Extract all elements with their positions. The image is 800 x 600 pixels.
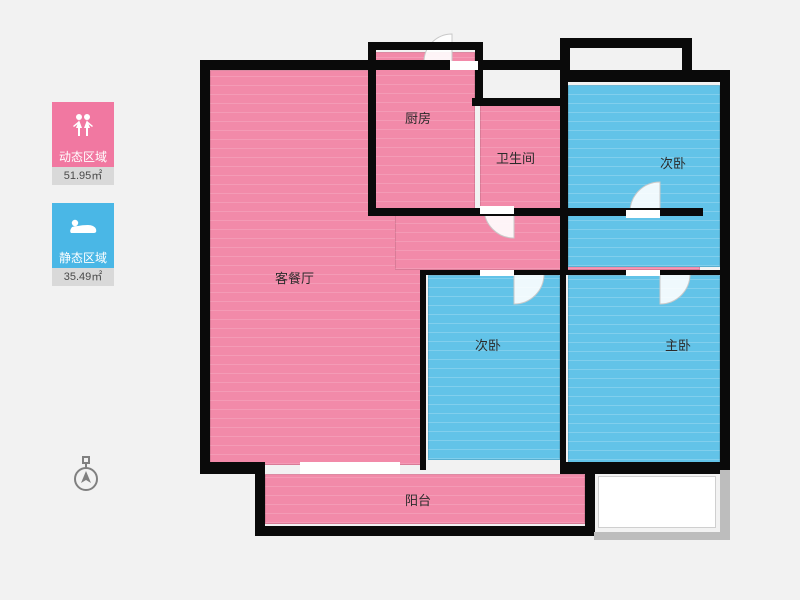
wall-segment xyxy=(472,98,568,106)
legend-dynamic-icon xyxy=(52,102,114,147)
wall-segment xyxy=(560,45,570,70)
wall-segment xyxy=(368,42,483,50)
legend-static-icon xyxy=(52,203,114,248)
door-opening xyxy=(480,270,514,276)
door-opening xyxy=(480,206,514,214)
wall-segment xyxy=(475,42,483,102)
wall-segment xyxy=(255,462,265,534)
legend-dynamic-title: 动态区域 xyxy=(52,147,114,167)
legend-static: 静态区域 35.49㎡ xyxy=(52,203,114,286)
wall-segment xyxy=(594,532,730,540)
legend-static-value: 35.49㎡ xyxy=(52,268,114,286)
wall-segment xyxy=(560,38,690,48)
door-opening xyxy=(626,210,660,218)
legend-dynamic: 动态区域 51.95㎡ xyxy=(52,102,114,185)
wall-segment xyxy=(560,270,566,470)
wall-segment xyxy=(368,45,376,215)
wall-segment xyxy=(475,60,570,70)
wall-segment xyxy=(720,470,730,540)
wall-segment xyxy=(560,462,730,474)
floor-plan: 客餐厅厨房卫生间阳台次卧次卧主卧 xyxy=(180,30,720,545)
legend-panel: 动态区域 51.95㎡ 静态区域 35.49㎡ xyxy=(52,102,114,304)
bay-window xyxy=(598,476,716,528)
legend-dynamic-value: 51.95㎡ xyxy=(52,167,114,185)
wall-segment xyxy=(200,462,255,474)
wall-segment xyxy=(560,70,730,82)
door-opening xyxy=(450,61,478,70)
wall-segment xyxy=(420,270,730,275)
door-opening xyxy=(300,462,400,474)
wall-segment xyxy=(200,60,450,70)
door-opening xyxy=(626,270,660,276)
legend-static-title: 静态区域 xyxy=(52,248,114,268)
wall-segment xyxy=(420,270,426,470)
wall-segment xyxy=(255,526,595,536)
wall-segment xyxy=(200,60,210,470)
compass-icon xyxy=(70,455,102,495)
